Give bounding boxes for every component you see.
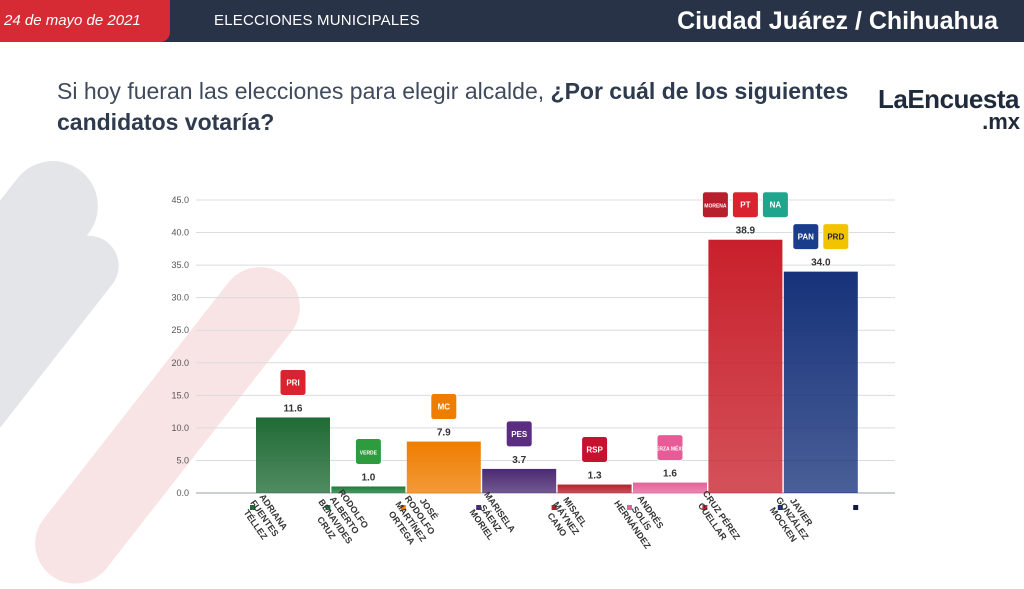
legend-swatch bbox=[777, 505, 783, 510]
location-title: Ciudad Juárez / Chihuahua bbox=[677, 7, 998, 35]
section-title: ELECCIONES MUNICIPALES bbox=[214, 12, 420, 29]
legend-swatch bbox=[400, 505, 406, 510]
legend-swatch bbox=[250, 505, 255, 510]
date-label: 24 de mayo de 2021 bbox=[0, 0, 170, 42]
party-logo-icon bbox=[505, 420, 533, 448]
party-logo-icon bbox=[581, 436, 609, 464]
legend-swatch bbox=[853, 505, 859, 510]
bar bbox=[783, 271, 858, 493]
y-tick-label: 20.0 bbox=[171, 358, 189, 368]
survey-question: Si hoy fueran las elecciones para elegir… bbox=[57, 76, 867, 138]
party-logo-text: RSP bbox=[586, 446, 603, 455]
bar bbox=[482, 468, 557, 493]
question-main: ¿Por cuál de los siguientes candidatos v… bbox=[57, 78, 849, 135]
brand-logo: LaEncuesta .mx bbox=[878, 84, 1024, 135]
data-label: 7.9 bbox=[437, 428, 451, 439]
party-logo-icon bbox=[656, 434, 684, 462]
y-tick-label: 45.0 bbox=[171, 195, 189, 205]
y-tick-label: 35.0 bbox=[171, 260, 189, 270]
party-logo-icon bbox=[279, 368, 307, 396]
party-logo-icon bbox=[792, 223, 820, 251]
party-logo-icon bbox=[430, 393, 458, 421]
party-logo-text: MORENA bbox=[704, 204, 727, 210]
party-logo-icon bbox=[731, 191, 759, 219]
party-logo-icon bbox=[354, 437, 382, 465]
party-logo-icon bbox=[701, 191, 729, 219]
legend-swatch bbox=[476, 505, 482, 510]
data-label: 1.0 bbox=[361, 472, 375, 483]
data-label: 34.0 bbox=[811, 258, 831, 269]
bar bbox=[557, 484, 632, 493]
legend-swatch bbox=[551, 505, 557, 510]
y-tick-label: 40.0 bbox=[171, 228, 189, 238]
question-intro: Si hoy fueran las elecciones para elegir… bbox=[57, 78, 551, 104]
bar bbox=[331, 486, 406, 493]
data-label: 38.9 bbox=[736, 226, 756, 237]
y-tick-label: 30.0 bbox=[171, 293, 189, 303]
data-label: 1.3 bbox=[588, 471, 602, 482]
party-logo-icon bbox=[761, 191, 789, 219]
party-logo-text: VERDE bbox=[360, 450, 378, 456]
bar bbox=[633, 482, 707, 493]
party-logo-icon bbox=[822, 223, 850, 251]
bar bbox=[708, 239, 783, 493]
data-label: 1.6 bbox=[663, 469, 677, 480]
party-logo-text: PES bbox=[511, 430, 528, 439]
y-tick-label: 0.0 bbox=[176, 488, 189, 498]
header-bar: 24 de mayo de 2021 ELECCIONES MUNICIPALE… bbox=[0, 0, 1024, 42]
party-logo-text: PRD bbox=[827, 233, 844, 242]
y-tick-label: 5.0 bbox=[176, 455, 189, 465]
brand-name: LaEncuesta bbox=[878, 84, 1019, 114]
brand-tld: .mx bbox=[982, 109, 1020, 134]
party-logo-text: NA bbox=[770, 201, 782, 210]
bar bbox=[256, 417, 330, 493]
party-logo-text: MC bbox=[438, 403, 451, 412]
y-tick-label: 25.0 bbox=[171, 325, 189, 335]
bar bbox=[406, 441, 481, 493]
party-logo-text: FUERZA MÉXICO bbox=[649, 445, 690, 453]
data-label: 3.7 bbox=[512, 455, 526, 466]
y-tick-label: 15.0 bbox=[171, 390, 189, 400]
party-logo-text: PT bbox=[740, 201, 750, 210]
legend-swatch bbox=[627, 505, 632, 510]
data-label: 11.6 bbox=[284, 403, 303, 414]
legend-swatch bbox=[702, 505, 708, 510]
legend-swatch bbox=[325, 505, 331, 510]
y-tick-label: 10.0 bbox=[171, 423, 189, 433]
party-logo-text: PAN bbox=[798, 233, 815, 242]
party-logo-text: PRI bbox=[286, 378, 299, 387]
